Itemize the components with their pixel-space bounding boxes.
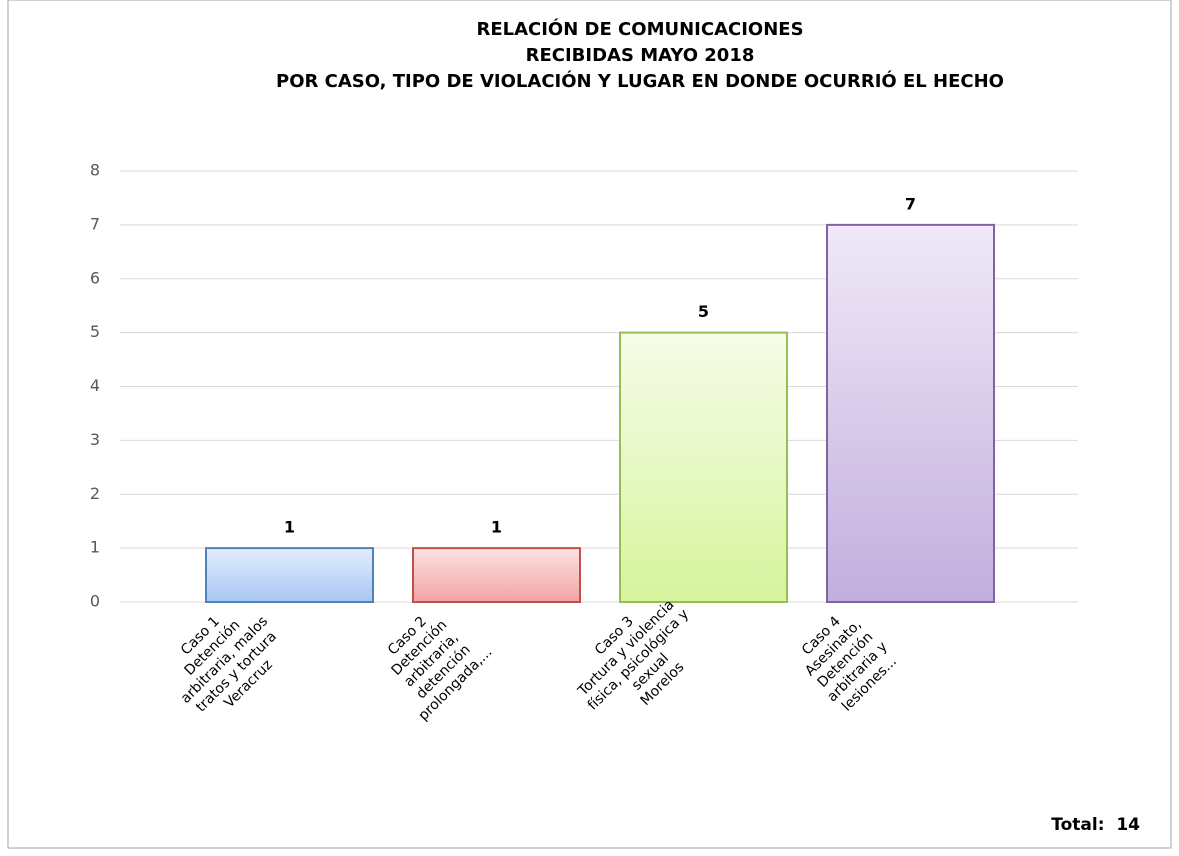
chart-title: RECIBIDAS MAYO 2018 bbox=[526, 45, 755, 66]
value-label: 1 bbox=[491, 518, 502, 537]
y-tick-label: 1 bbox=[90, 538, 100, 557]
y-tick-label: 6 bbox=[90, 268, 100, 287]
y-tick-label: 0 bbox=[90, 592, 100, 611]
chart-border bbox=[7, 0, 1172, 849]
y-tick-label: 2 bbox=[90, 484, 100, 503]
bar bbox=[205, 547, 374, 603]
y-tick-label: 4 bbox=[90, 376, 100, 395]
total-annotation: Total: 14 bbox=[1051, 815, 1140, 835]
value-label: 7 bbox=[905, 194, 916, 213]
chart-title: RELACIÓN DE COMUNICACIONES bbox=[476, 18, 803, 40]
y-tick-label: 3 bbox=[90, 430, 100, 449]
value-label: 5 bbox=[698, 302, 709, 321]
chart-title: POR CASO, TIPO DE VIOLACIÓN Y LUGAR EN D… bbox=[276, 70, 1004, 92]
bar bbox=[826, 223, 995, 603]
y-tick-label: 8 bbox=[90, 161, 100, 180]
value-label: 1 bbox=[284, 518, 295, 537]
y-tick-label: 5 bbox=[90, 322, 100, 341]
y-tick-label: 7 bbox=[90, 214, 100, 233]
bar bbox=[619, 331, 788, 603]
bar bbox=[412, 547, 581, 603]
